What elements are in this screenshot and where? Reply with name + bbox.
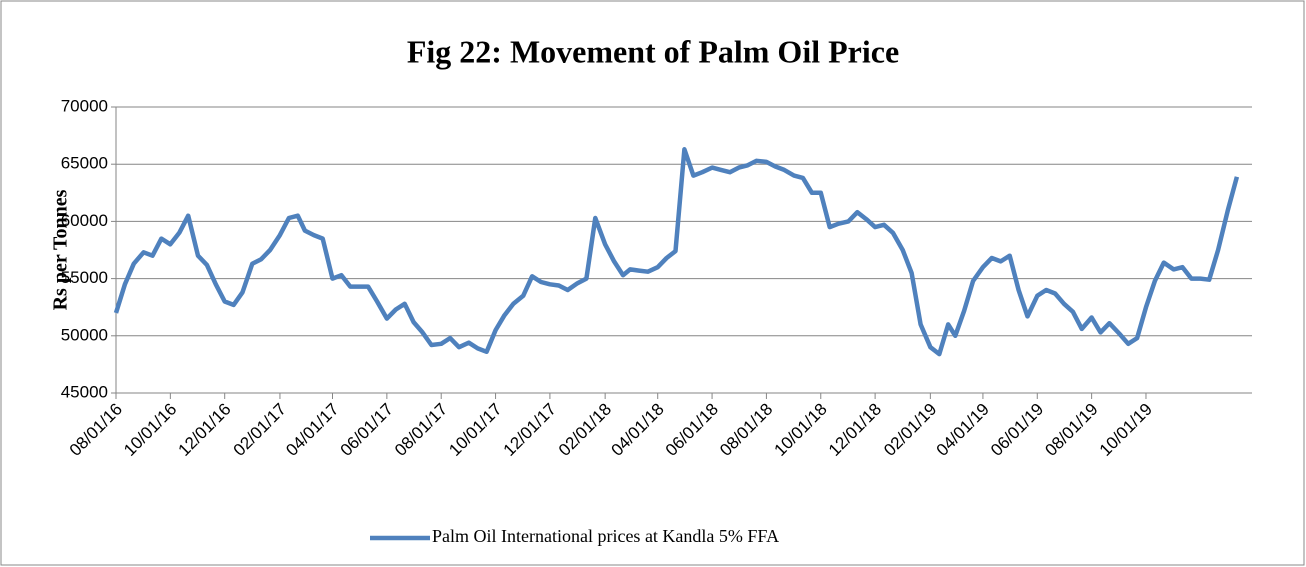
chart-title: Fig 22: Movement of Palm Oil Price (407, 33, 899, 69)
line-series (113, 147, 1240, 357)
y-tick-label: 70000 (61, 96, 108, 115)
y-tick-label: 50000 (61, 325, 108, 344)
y-tick-label: 45000 (61, 382, 108, 401)
legend-label: Palm Oil International prices at Kandla … (432, 526, 779, 546)
y-tick-label: 55000 (61, 268, 108, 287)
y-axis-label: Rs per Tonnes (50, 189, 72, 310)
y-tick-label: 65000 (61, 154, 108, 173)
y-tick-label: 60000 (61, 211, 108, 230)
